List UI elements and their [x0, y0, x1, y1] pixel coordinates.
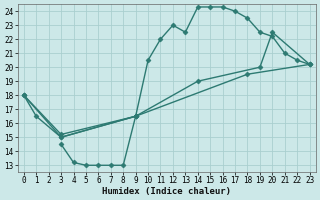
X-axis label: Humidex (Indice chaleur): Humidex (Indice chaleur) [102, 187, 231, 196]
